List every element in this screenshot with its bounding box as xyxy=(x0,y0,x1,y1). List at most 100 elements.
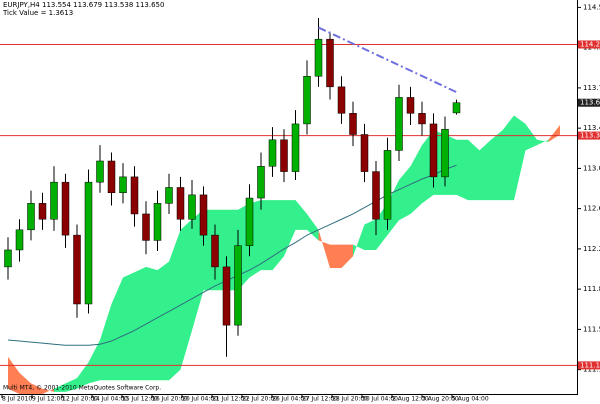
cloud-segment xyxy=(123,272,135,381)
candle-body xyxy=(406,97,415,114)
plot-area xyxy=(0,18,577,394)
candle-body xyxy=(27,203,35,231)
candle-body xyxy=(303,76,311,125)
cloud-segment xyxy=(491,130,503,201)
candle-body xyxy=(130,176,139,215)
y-tick-label: 112.270 xyxy=(583,245,600,253)
chart-subtitle: Tick Value = 1.3613 xyxy=(2,9,73,17)
price-level-tag xyxy=(578,131,600,140)
cloud-segment xyxy=(318,229,330,268)
cloud-segment xyxy=(284,200,296,257)
price-level-label: 113.340 xyxy=(580,132,600,140)
candle-body xyxy=(314,38,323,77)
y-tick-label: 113.410 xyxy=(583,124,600,132)
candle-body xyxy=(326,38,334,88)
candle-body xyxy=(257,166,265,199)
x-tick-label: 3 Aug 20:00 xyxy=(422,396,459,403)
x-tick-label: 12 Jul 20:00 xyxy=(62,396,98,403)
cloud-segment xyxy=(77,362,89,389)
chart-title: EURJPY,H4 113.554 113.679 113.538 113.65… xyxy=(3,1,164,9)
candle-body xyxy=(84,181,93,305)
candle-body xyxy=(61,181,70,236)
moving-average xyxy=(7,164,457,346)
cloud-segment xyxy=(192,209,204,331)
candle-body xyxy=(234,245,242,326)
candle-body xyxy=(38,203,47,220)
y-tick-label: 111.890 xyxy=(583,285,600,293)
candle-body xyxy=(245,197,254,246)
cloud-segment xyxy=(146,266,158,381)
y-tick-label: 113.790 xyxy=(583,84,600,92)
candle-body xyxy=(222,266,231,326)
cloud-segment xyxy=(456,139,468,201)
cloud-segment xyxy=(341,244,353,268)
candle-body xyxy=(280,139,288,172)
candle-body xyxy=(165,187,173,204)
x-tick-label: 22 Jul 20:00 xyxy=(242,396,278,403)
cloud-segment xyxy=(8,356,20,394)
cloud-segment xyxy=(42,388,54,394)
x-tick-label: 28 Jul 20:00 xyxy=(332,396,368,403)
candle-body xyxy=(153,203,162,241)
candle-body xyxy=(349,113,357,135)
y-tick-label: 112.650 xyxy=(583,205,600,213)
cloud-segment xyxy=(525,123,537,151)
price-marker-label: 113.650 xyxy=(580,99,600,107)
cloud-segment xyxy=(111,277,123,381)
x-tick-label: 2 Aug 12:00 xyxy=(392,396,429,403)
candle-body xyxy=(73,234,81,305)
candle-body xyxy=(15,229,24,251)
cloud-segment xyxy=(514,115,526,201)
price-level-label: 111.170 xyxy=(580,361,600,369)
y-tick-label: 111.510 xyxy=(583,325,600,333)
candle-body xyxy=(4,249,12,268)
x-tick-label: 16 Jul 20:00 xyxy=(152,396,188,403)
cloud-segment xyxy=(54,383,66,392)
price-level-tag xyxy=(578,361,600,370)
cloud-segment xyxy=(272,200,284,271)
price-level-tag xyxy=(578,40,600,49)
cloud-segment xyxy=(387,180,399,236)
candle-body xyxy=(211,234,219,268)
cloud-segment xyxy=(19,372,31,394)
cloud-segment xyxy=(31,383,43,394)
trend-line xyxy=(318,26,457,94)
cloud-segment xyxy=(364,219,376,250)
y-tick-label: 113.030 xyxy=(583,164,600,172)
cloud-segment xyxy=(261,200,273,271)
candle-body xyxy=(337,86,346,114)
candle-body xyxy=(96,160,104,183)
cloud-segment xyxy=(330,244,342,268)
price-marker xyxy=(578,98,600,107)
candle-body xyxy=(119,176,127,194)
candle-body xyxy=(429,123,438,178)
y-tick-label: 111.130 xyxy=(583,366,600,374)
cloud-segment xyxy=(502,115,514,201)
candle-body xyxy=(176,187,185,220)
cloud-segment xyxy=(169,229,181,381)
cloud-segment xyxy=(295,200,307,230)
cloud-segment xyxy=(548,124,560,142)
candle-body xyxy=(372,171,380,220)
cloud-segment xyxy=(88,339,100,384)
cloud-segment xyxy=(410,145,422,214)
candle-body xyxy=(360,134,369,172)
candle-body xyxy=(383,150,392,220)
footer: Multi MT4, © 2001-2010 MetaQuotes Softwa… xyxy=(3,385,161,392)
x-tick-label: 14 Jul 04:00 xyxy=(92,396,128,403)
cloud-segment xyxy=(468,139,480,201)
cloud-segment xyxy=(353,224,365,257)
cloud-segment xyxy=(65,378,77,392)
cloud-segment xyxy=(100,303,112,381)
candle-body xyxy=(142,213,150,241)
x-tick-label: 26 Jul 04:00 xyxy=(272,396,308,403)
candle-body xyxy=(188,194,196,220)
cloud-segment xyxy=(134,266,146,381)
cloud-segment xyxy=(399,166,411,221)
candle-body xyxy=(441,128,449,178)
cloud-segment xyxy=(479,139,491,201)
x-tick-label: 20 Jul 04:00 xyxy=(182,396,218,403)
candle-body xyxy=(291,123,300,172)
cloud-segment xyxy=(307,213,319,241)
